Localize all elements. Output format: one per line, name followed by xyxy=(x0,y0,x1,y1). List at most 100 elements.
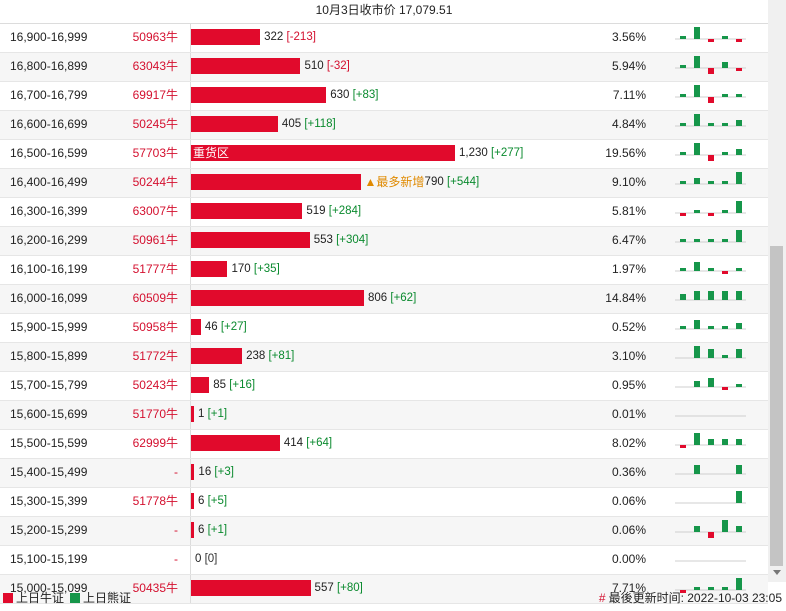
column-divider xyxy=(190,53,191,81)
sparkline-bar xyxy=(694,320,700,329)
sparkline-bar xyxy=(708,181,714,184)
sparkline-bar xyxy=(722,152,728,155)
legend-bear: 上日熊证 xyxy=(70,588,131,608)
sparkline-bar xyxy=(694,465,700,474)
value-number: 46 xyxy=(204,321,221,333)
column-divider xyxy=(190,82,191,110)
column-divider xyxy=(190,111,191,139)
sparkline-bar xyxy=(708,213,714,216)
sparkline-bar xyxy=(694,56,700,68)
sparkline-bar xyxy=(736,465,742,474)
sparkline-bar xyxy=(694,433,700,445)
sparkline-bar xyxy=(708,155,714,161)
sparkline-bar xyxy=(736,491,742,503)
cbbc-code: 62999牛 xyxy=(132,436,178,450)
outstanding-bar xyxy=(191,232,310,248)
value-label: 6 [+5] xyxy=(198,493,227,509)
table-row: 15,700-15,799 50243牛 85 [+16] 0.95% xyxy=(0,372,768,401)
column-divider xyxy=(190,343,191,371)
trend-sparkline xyxy=(675,433,746,448)
trend-sparkline xyxy=(675,114,746,127)
column-divider xyxy=(190,285,191,313)
outstanding-bar xyxy=(191,290,364,306)
sparkline-bar xyxy=(736,39,742,42)
price-range-label: 16,700-16,799 xyxy=(10,88,88,102)
price-range-label: 16,000-16,099 xyxy=(10,291,88,305)
table-row: 16,500-16,599 57703牛 重货区 1,230 [+277] 19.56% xyxy=(0,140,768,169)
table-row: 15,200-15,299 - 6 [+1] 0.06% xyxy=(0,517,768,546)
cbbc-code: 51770牛 xyxy=(132,407,178,421)
trend-sparkline xyxy=(675,491,746,504)
table-row: 16,700-16,799 69917牛 630 [+83] 7.11% xyxy=(0,82,768,111)
sparkline-bar xyxy=(708,587,714,590)
table-row: 16,900-16,999 50963牛 322 [-213] 3.56% xyxy=(0,24,768,53)
table-row: 15,300-15,399 51778牛 6 [+5] 0.06% xyxy=(0,488,768,517)
scroll-down-arrow-icon[interactable] xyxy=(773,570,781,575)
percentage-label: 6.47% xyxy=(611,233,646,247)
value-label: 238 [+81] xyxy=(246,348,294,364)
value-change: [+1] xyxy=(207,408,228,420)
percentage-label: 3.10% xyxy=(611,349,646,363)
value-number: 1,230 xyxy=(459,147,491,159)
price-range-label: 15,100-15,199 xyxy=(10,552,88,566)
sparkline-bar xyxy=(722,291,728,300)
chart-footer: 上日牛证 上日熊证 # 最後更新时间: 2022-10-03 23:05 xyxy=(0,588,786,608)
value-number: 806 xyxy=(367,292,391,304)
trend-sparkline xyxy=(675,262,746,274)
outstanding-bar xyxy=(191,493,194,509)
cbbc-code: 63007牛 xyxy=(132,204,178,218)
outstanding-bar xyxy=(191,377,210,393)
outstanding-bar xyxy=(191,464,195,480)
value-label: 519 [+284] xyxy=(306,203,361,219)
value-label: 414 [+64] xyxy=(284,435,332,451)
table-row: 16,600-16,699 50245牛 405 [+118] 4.84% xyxy=(0,111,768,140)
cbbc-code: 50958牛 xyxy=(132,320,178,334)
value-label: 170 [+35] xyxy=(231,261,279,277)
percentage-label: 0.52% xyxy=(611,320,646,334)
sparkline-bar xyxy=(708,378,714,387)
price-range-label: 16,200-16,299 xyxy=(10,233,88,247)
sparkline-bar xyxy=(708,97,714,103)
column-divider xyxy=(190,314,191,342)
value-number: 510 xyxy=(304,60,327,72)
vertical-scrollbar[interactable] xyxy=(768,0,786,582)
column-divider xyxy=(190,430,191,458)
cbbc-distribution-table: 16,900-16,999 50963牛 322 [-213] 3.56% 16,800… xyxy=(0,24,768,604)
column-divider xyxy=(190,227,191,255)
sparkline-bar xyxy=(708,123,714,126)
table-row: 15,800-15,899 51772牛 238 [+81] 3.10% xyxy=(0,343,768,372)
legend-bear-label: 上日熊证 xyxy=(83,591,132,605)
cbbc-code: 50244牛 xyxy=(132,175,178,189)
price-range-label: 16,600-16,699 xyxy=(10,117,88,131)
sparkline-bar xyxy=(708,39,714,42)
table-row: 15,100-15,199 - 0 [0] 0.00% xyxy=(0,546,768,575)
sparkline-bar xyxy=(708,326,714,329)
value-change: [+284] xyxy=(328,205,362,217)
price-range-label: 16,400-16,499 xyxy=(10,175,88,189)
percentage-label: 0.06% xyxy=(611,523,646,537)
table-row: 15,600-15,699 51770牛 1 [+1] 0.01% xyxy=(0,401,768,430)
sparkline-bar xyxy=(680,152,686,155)
sparkline-bar xyxy=(694,262,700,271)
column-divider xyxy=(190,488,191,516)
sparkline-bar xyxy=(680,65,686,68)
value-number: 6 xyxy=(198,524,208,536)
price-range-label: 15,700-15,799 xyxy=(10,378,88,392)
table-row: 15,500-15,599 62999牛 414 [+64] 8.02% xyxy=(0,430,768,459)
outstanding-bar xyxy=(191,261,228,277)
sparkline-bar xyxy=(722,520,728,532)
sparkline-bar xyxy=(694,143,700,155)
sparkline-bar xyxy=(680,123,686,126)
value-change: [+27] xyxy=(220,321,247,333)
value-label: 1,230 [+277] xyxy=(459,145,523,161)
outstanding-bar xyxy=(191,145,455,161)
sparkline-bar xyxy=(708,532,714,538)
scrollbar-thumb[interactable] xyxy=(770,246,783,566)
legend-bear-swatch xyxy=(70,593,80,603)
sparkline-bar xyxy=(736,439,742,445)
sparkline-bar xyxy=(736,268,742,271)
trend-sparkline xyxy=(675,85,746,103)
trend-sparkline xyxy=(675,520,746,538)
sparkline-bar xyxy=(736,94,742,97)
sparkline-bar xyxy=(680,213,686,216)
